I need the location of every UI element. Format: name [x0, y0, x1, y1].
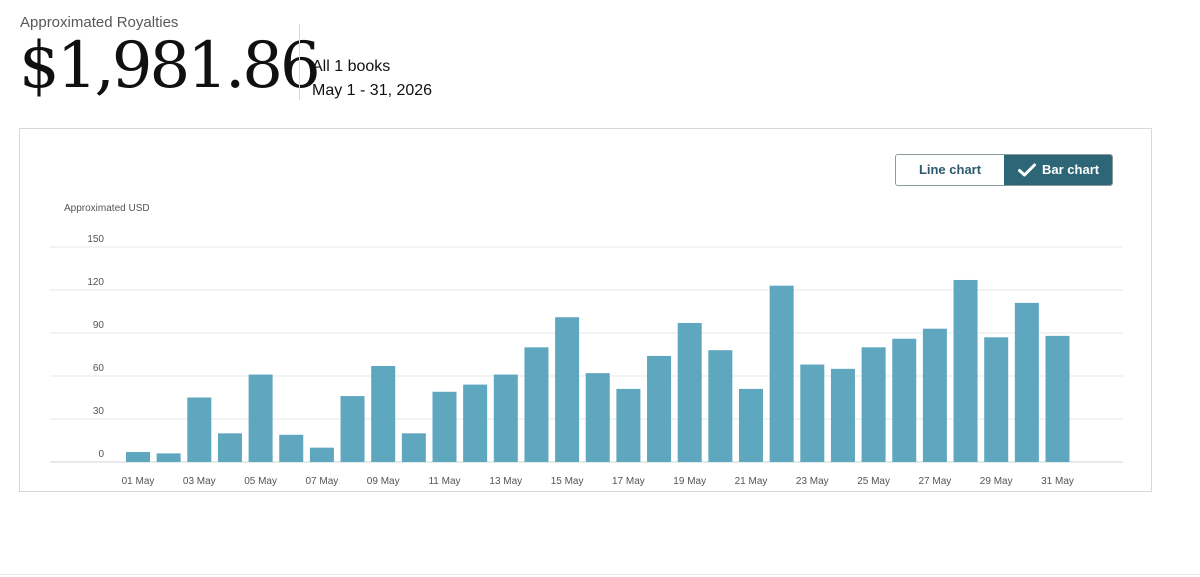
bar[interactable] — [524, 347, 549, 462]
y-tick-label: 0 — [98, 449, 104, 460]
bar-layer — [126, 279, 1070, 463]
bar[interactable] — [892, 338, 917, 462]
bar[interactable] — [371, 365, 396, 462]
bar[interactable] — [830, 368, 855, 462]
bar[interactable] — [769, 285, 794, 462]
x-tick-label: 11 May — [428, 476, 460, 487]
x-tick-label: 07 May — [306, 476, 339, 487]
bar[interactable] — [187, 397, 212, 463]
date-range-label: May 1 - 31, 2026 — [312, 82, 433, 99]
bar[interactable] — [800, 364, 825, 462]
x-tick-layer: 01 May 03 May 05 May 07 May 09 May 11 May 13 M… — [122, 476, 1074, 487]
bar[interactable] — [647, 355, 672, 462]
bar[interactable] — [739, 388, 763, 462]
y-tick-label: 120 — [87, 277, 104, 288]
x-tick-label: 21 May — [735, 476, 768, 487]
x-tick-label: 25 May — [857, 476, 890, 487]
x-tick-label: 31 May — [1041, 476, 1074, 487]
x-tick-label: 15 May — [551, 476, 584, 487]
bar[interactable] — [555, 317, 580, 462]
header-divider — [299, 24, 300, 100]
x-tick-label: 03 May — [183, 476, 216, 487]
bar[interactable] — [861, 347, 886, 462]
x-tick-label: 27 May — [919, 476, 952, 487]
bar[interactable] — [1045, 335, 1070, 462]
bar[interactable] — [432, 391, 457, 462]
x-tick-label: 17 May — [612, 476, 645, 487]
y-tick-label: 30 — [93, 406, 105, 417]
bar-chart: Approximated USD 0 30 60 90 120 150 01 May 03 … — [50, 203, 1123, 487]
bar[interactable] — [1014, 302, 1039, 462]
bar[interactable] — [279, 434, 304, 462]
page-bottom-divider — [0, 574, 1200, 575]
bar[interactable] — [922, 328, 947, 462]
x-tick-label: 13 May — [489, 476, 522, 487]
y-tick-label: 90 — [93, 320, 105, 331]
bar[interactable] — [585, 373, 610, 462]
bar[interactable] — [953, 279, 978, 462]
x-tick-label: 23 May — [796, 476, 829, 487]
bar[interactable] — [708, 350, 733, 462]
bar[interactable] — [401, 433, 426, 462]
x-tick-label: 19 May — [673, 476, 706, 487]
y-tick-label: 60 — [93, 363, 105, 374]
bar[interactable] — [156, 453, 181, 462]
books-filter-label: All 1 books — [312, 58, 391, 75]
royalties-header: Approximated Royalties $1,981.86 All 1 b… — [0, 0, 1200, 110]
royalties-label: Approximated Royalties — [20, 14, 179, 31]
bar[interactable] — [217, 433, 242, 462]
bar-chart-label: Bar chart — [1042, 162, 1100, 177]
y-tick-label: 150 — [87, 234, 104, 245]
x-tick-label: 05 May — [244, 476, 277, 487]
y-axis-label: Approximated USD — [64, 203, 150, 214]
bar[interactable] — [493, 374, 518, 462]
bar[interactable] — [616, 388, 641, 462]
line-chart-button[interactable]: Line chart — [896, 155, 1004, 185]
bar[interactable] — [677, 322, 702, 462]
x-tick-label: 09 May — [367, 476, 400, 487]
chart-type-toggle: Line chart Bar chart — [895, 154, 1113, 186]
royalties-amount: $1,981.86 — [19, 29, 321, 103]
bar[interactable] — [126, 451, 150, 462]
bar[interactable] — [248, 374, 273, 462]
bar[interactable] — [463, 384, 488, 462]
bar[interactable] — [309, 447, 334, 462]
bar-chart-button[interactable]: Bar chart — [1004, 155, 1112, 185]
x-tick-label: 01 May — [122, 476, 155, 487]
check-icon — [1018, 163, 1036, 177]
bar[interactable] — [984, 337, 1009, 462]
x-tick-label: 29 May — [980, 476, 1013, 487]
y-tick-layer: 0 30 60 90 120 150 — [87, 234, 104, 460]
bar[interactable] — [340, 396, 365, 462]
